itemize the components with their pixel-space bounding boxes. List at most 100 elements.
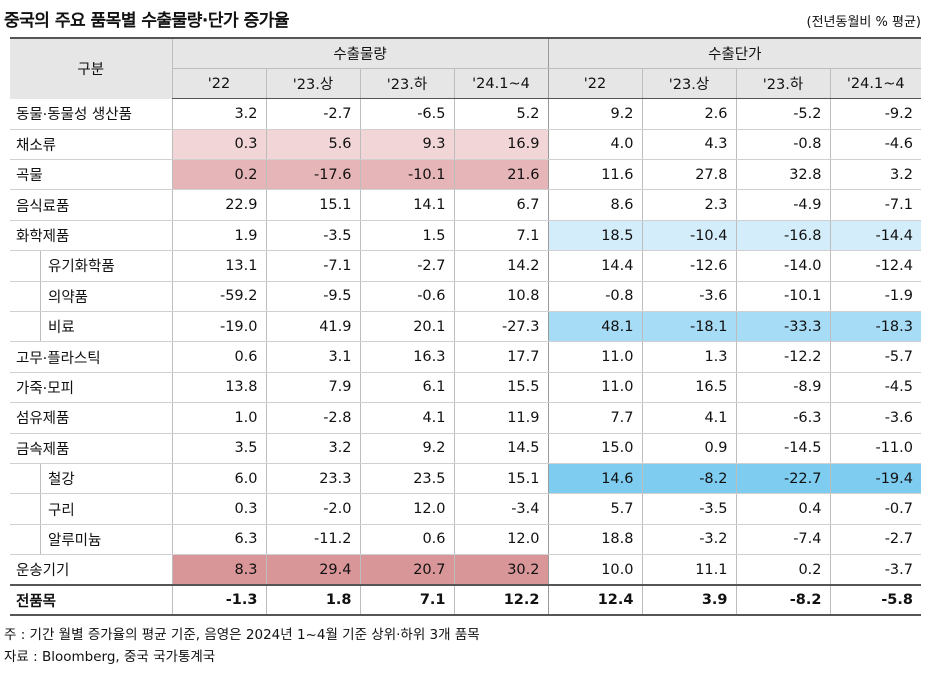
row-label: 철강 [10, 463, 172, 495]
table-cell: 11.6 [547, 159, 642, 191]
table-cell: -5.2 [735, 98, 830, 130]
table-cell: 6.3 [171, 524, 266, 556]
table-cell: -0.8 [547, 281, 642, 313]
table-cell: 7.7 [547, 402, 642, 434]
total-cell: 7.1 [359, 584, 454, 617]
table-cell: 0.3 [171, 129, 266, 161]
table-cell: 27.8 [641, 159, 736, 191]
table-cell: -3.2 [641, 524, 736, 556]
page-title: 중국의 주요 품목별 수출물량·단가 증가율 [4, 11, 290, 31]
row-label: 곡물 [10, 159, 172, 191]
period-header: '23.상 [641, 68, 736, 100]
table-cell: -10.4 [641, 220, 736, 252]
table-cell: 1.0 [171, 402, 266, 434]
table-row: 가죽·모피 13.8 7.9 6.1 15.5 11.0 16.5 -8.9 -4.5 [10, 372, 921, 404]
table-cell: 6.0 [171, 463, 266, 495]
table-cell: -1.9 [829, 281, 921, 313]
period-header: '24.1~4 [829, 68, 921, 100]
table-cell: 3.2 [265, 433, 360, 464]
table-cell: -19.4 [829, 463, 921, 495]
table-row: 화학제품 1.9 -3.5 1.5 7.1 18.5 -10.4 -16.8 -14.4 [10, 220, 921, 252]
table-cell: 1.3 [641, 341, 736, 373]
table-row: 철강 6.0 23.3 23.5 15.1 14.6 -8.2 -22.7 -19.4 [10, 463, 921, 495]
table-cell: 21.6 [453, 159, 548, 191]
table-row: 구리 0.3 -2.0 12.0 -3.4 5.7 -3.5 0.4 -0.7 [10, 493, 921, 525]
table-cell: 48.1 [547, 311, 642, 343]
table-cell: 2.6 [641, 98, 736, 130]
table-row: 금속제품 3.5 3.2 9.2 14.5 15.0 0.9 -14.5 -11.0 [10, 433, 921, 464]
table-cell: -33.3 [735, 311, 830, 343]
table-row: 운송기기 8.3 29.4 20.7 30.2 10.0 11.1 0.2 -3.7 [10, 554, 921, 586]
table-cell: 16.3 [359, 341, 454, 373]
total-row: 전품목 -1.3 1.8 7.1 12.2 12.4 3.9 -8.2 -5.8 [10, 584, 921, 617]
row-label: 비료 [10, 311, 172, 343]
table-row: 채소류 0.3 5.6 9.3 16.9 4.0 4.3 -0.8 -4.6 [10, 129, 921, 161]
table-cell: -7.1 [829, 189, 921, 221]
table-row: 음식료품 22.9 15.1 14.1 6.7 8.6 2.3 -4.9 -7.1 [10, 189, 921, 221]
period-header: '22 [171, 68, 266, 100]
table-cell: 41.9 [265, 311, 360, 343]
table-cell: 5.6 [265, 129, 360, 161]
table-row: 알루미늄 6.3 -11.2 0.6 12.0 18.8 -3.2 -7.4 -2.7 [10, 524, 921, 556]
table-cell: 1.9 [171, 220, 266, 252]
table-cell: 15.1 [453, 463, 548, 495]
table-cell: -11.0 [829, 433, 921, 464]
total-cell: -8.2 [735, 584, 830, 617]
table-cell: 5.7 [547, 493, 642, 525]
table-row: 섬유제품 1.0 -2.8 4.1 11.9 7.7 4.1 -6.3 -3.6 [10, 402, 921, 434]
table-cell: -19.0 [171, 311, 266, 343]
row-label: 채소류 [10, 129, 172, 161]
table-cell: 29.4 [265, 554, 360, 586]
table-cell: -27.3 [453, 311, 548, 343]
table-cell: -10.1 [735, 281, 830, 313]
table-cell: 14.1 [359, 189, 454, 221]
total-cell: -5.8 [829, 584, 921, 617]
footnotes: 주 : 기간 월별 증가율의 평균 기준, 음영은 2024년 1~4월 기준 … [4, 624, 480, 668]
table-cell: 15.1 [265, 189, 360, 221]
unit-label: (전년동월비 % 평균) [806, 15, 921, 30]
total-cell: 12.2 [453, 584, 548, 617]
table-cell: -2.8 [265, 402, 360, 434]
table-cell: -18.1 [641, 311, 736, 343]
total-cell: -1.3 [171, 584, 266, 617]
table-cell: 5.2 [453, 98, 548, 130]
table-cell: 16.5 [641, 372, 736, 404]
table-cell: -9.5 [265, 281, 360, 313]
period-header: '23.하 [735, 68, 830, 100]
table-cell: 7.9 [265, 372, 360, 404]
table-cell: -11.2 [265, 524, 360, 556]
table-cell: 1.5 [359, 220, 454, 252]
table-cell: 4.1 [641, 402, 736, 434]
row-label: 운송기기 [10, 554, 172, 586]
table-cell: -18.3 [829, 311, 921, 343]
table-cell: -3.7 [829, 554, 921, 586]
table-cell: -12.6 [641, 250, 736, 282]
volume-group-header: 수출물량 [171, 36, 548, 69]
table-cell: 18.8 [547, 524, 642, 556]
source-text: 자료 : Bloomberg, 중국 국가통계국 [4, 649, 216, 665]
table-cell: -14.0 [735, 250, 830, 282]
table-cell: 11.9 [453, 402, 548, 434]
table-cell: -12.2 [735, 341, 830, 373]
table-cell: 12.0 [359, 493, 454, 525]
table-cell: -3.4 [453, 493, 548, 525]
table-cell: 15.0 [547, 433, 642, 464]
table-cell: 23.5 [359, 463, 454, 495]
table-cell: -2.7 [829, 524, 921, 556]
total-cell: 1.8 [265, 584, 360, 617]
table-cell: 13.1 [171, 250, 266, 282]
table-cell: -4.9 [735, 189, 830, 221]
row-label: 음식료품 [10, 189, 172, 221]
table-cell: 11.0 [547, 372, 642, 404]
price-group-header: 수출단가 [547, 36, 921, 69]
table-cell: 22.9 [171, 189, 266, 221]
table-row: 고무·플라스틱 0.6 3.1 16.3 17.7 11.0 1.3 -12.2 -5.7 [10, 341, 921, 373]
table-cell: 18.5 [547, 220, 642, 252]
table-cell: 30.2 [453, 554, 548, 586]
row-header: 구분 [10, 37, 172, 99]
table-cell: -8.9 [735, 372, 830, 404]
note-text: 주 : 기간 월별 증가율의 평균 기준, 음영은 2024년 1~4월 기준 … [4, 627, 480, 643]
table-cell: -7.1 [265, 250, 360, 282]
table-cell: 10.8 [453, 281, 548, 313]
table-cell: 9.2 [547, 98, 642, 130]
